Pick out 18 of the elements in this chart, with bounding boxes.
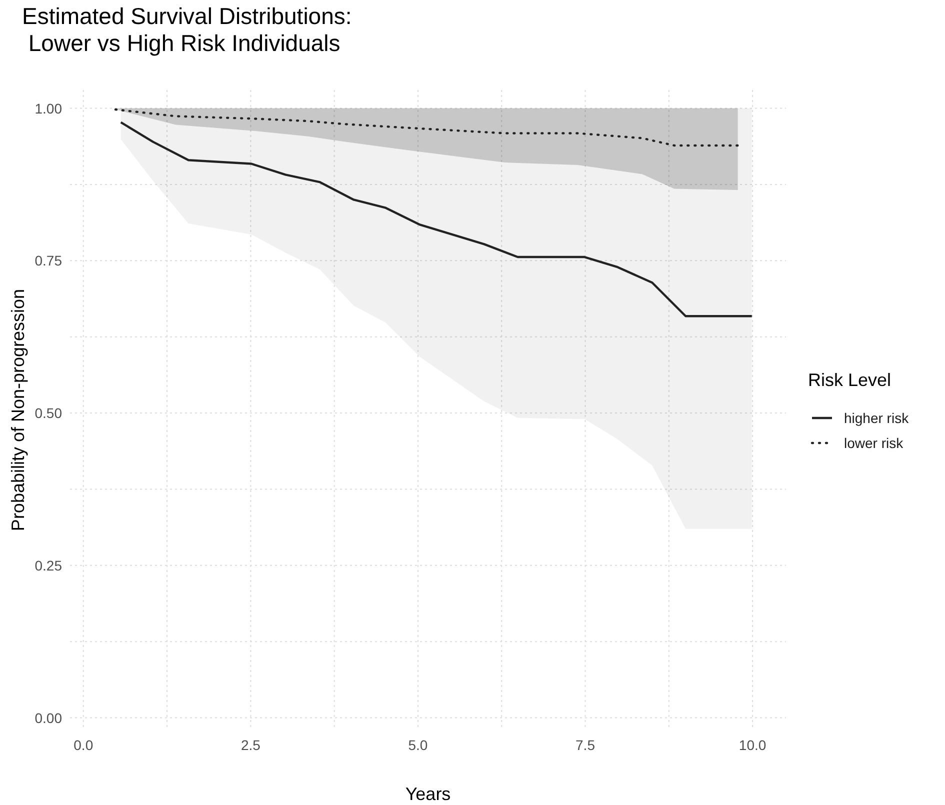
x-tick-label: 5.0 [408, 737, 428, 753]
y-tick-label: 0.25 [34, 557, 62, 574]
y-tick-label: 0.50 [34, 405, 62, 422]
x-tick-label: 7.5 [576, 737, 596, 753]
legend-label: lower risk [844, 435, 904, 451]
x-axis-title: Years [405, 784, 451, 804]
line-series [120, 121, 753, 318]
y-tick-label: 1.00 [34, 100, 62, 116]
line-series [114, 108, 739, 147]
x-tick-label: 2.5 [240, 737, 261, 753]
legend-title: Risk Level [808, 370, 892, 390]
y-axis-title: Probability of Non-progression [8, 288, 28, 532]
x-tick-label: 0.0 [74, 737, 94, 753]
x-tick-label: 10.0 [738, 737, 766, 753]
y-tick-label: 0.75 [34, 252, 62, 269]
chart-title: Estimated Survival Distributions: Lower vs High Risk Individuals [22, 3, 352, 56]
legend-label: higher risk [844, 410, 910, 426]
y-tick-label: 0.00 [34, 710, 62, 726]
